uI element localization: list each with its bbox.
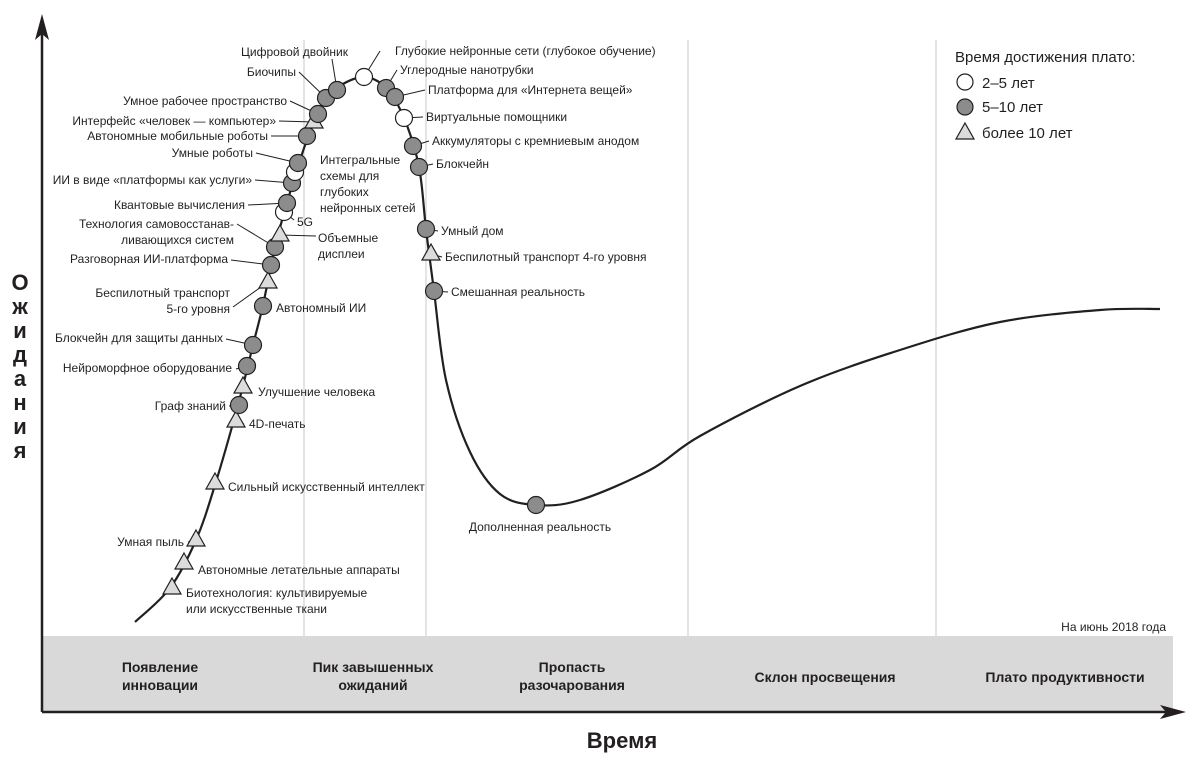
triangle-marker-icon	[257, 270, 279, 289]
gray-circle-marker-icon	[526, 495, 546, 515]
technology-label: Блокчейн	[436, 157, 489, 171]
technology-label: Платформа для «Интернета вещей»	[428, 83, 633, 97]
technology-label: Автономный ИИ	[276, 301, 366, 315]
gray-circle-marker-icon	[253, 296, 273, 316]
technology-label: Умный дом	[441, 224, 504, 238]
phase-label: Пик завышенных ожиданий	[313, 659, 434, 693]
technology-label: Цифровой двойник	[241, 45, 349, 59]
phase-label: Появление инновации	[122, 659, 199, 693]
technology-label: Умное рабочее пространство	[123, 94, 287, 108]
technology-label: Биотехнология: культивируемые или искусст…	[186, 586, 368, 616]
triangle-marker-icon	[185, 528, 207, 547]
gray-circle-marker-icon	[288, 153, 308, 173]
triangle-marker-icon	[232, 375, 254, 394]
technology-label: Объемные дисплеи	[318, 231, 378, 261]
gray-circle-marker-icon	[229, 395, 249, 415]
technology-label: Глубокие нейронные сети (глубокое обучен…	[395, 44, 656, 58]
phase-labels: Появление инновации Пик завышенных ожиданий…	[122, 659, 1145, 693]
gray-circle-marker-icon	[409, 157, 429, 177]
technology-label: 4D-печать	[249, 417, 306, 431]
technology-label: Граф знаний	[155, 399, 226, 413]
technology-label: Умная пыль	[117, 535, 184, 549]
technology-label: Улучшение человека	[258, 385, 375, 399]
technology-label: Дополненная реальность	[469, 520, 611, 534]
legend-item: более 10 лет	[982, 125, 1073, 142]
gray-circle-marker-icon	[237, 356, 257, 376]
triangle-marker-icon	[161, 576, 183, 595]
technology-label: Интерфейс «человек — компьютер»	[72, 114, 276, 128]
technology-label: Беспилотный транспорт 4-го уровня	[445, 250, 646, 264]
technology-label: Блокчейн для защиты данных	[55, 331, 223, 345]
phase-label: Склон просвещения	[754, 669, 895, 685]
x-axis-arrow-icon	[1160, 705, 1186, 719]
technology-label: Квантовые вычисления	[114, 198, 245, 212]
triangle-icon	[954, 121, 976, 140]
phase-dividers	[303, 40, 937, 636]
gray-circle-marker-icon	[297, 126, 317, 146]
triangle-marker-icon	[173, 551, 195, 570]
technology-label: Интегральные схемы для глубоких нейронных с…	[320, 153, 416, 215]
gray-circle-icon	[956, 98, 974, 116]
technology-label: ИИ в виде «платформы как услуги»	[53, 173, 253, 187]
gray-circle-marker-icon	[424, 281, 444, 301]
technology-label: Аккумуляторы с кремниевым анодом	[432, 134, 639, 148]
triangle-marker-icon	[269, 223, 291, 242]
technology-label: Виртуальные помощники	[426, 110, 567, 124]
phase-label: Пропасть разочарования	[519, 659, 625, 693]
technology-label: Углеродные нанотрубки	[400, 63, 534, 77]
technology-label: Умные роботы	[172, 146, 253, 160]
technology-label: Сильный искусственный интеллект	[228, 480, 425, 494]
white-circle-icon	[956, 73, 974, 91]
legend-title: Время достижения плато:	[955, 49, 1136, 66]
technology-label: Биочипы	[247, 65, 296, 79]
y-axis-arrow-icon	[35, 14, 49, 40]
technology-label: Беспилотный транспорт 5-го уровня	[95, 286, 230, 316]
legend-item: 5–10 лет	[982, 99, 1043, 116]
technology-label: 5G	[297, 215, 313, 229]
technology-label: Нейроморфное оборудование	[63, 361, 232, 375]
technology-labels: Биотехнология: культивируемые или искусст…	[53, 44, 656, 616]
technology-label: Технология самовосстанав-ливающихся сист…	[79, 217, 234, 247]
gray-circle-marker-icon	[261, 255, 281, 275]
phase-label: Плато продуктивности	[985, 669, 1144, 685]
technology-label: Автономные мобильные роботы	[87, 129, 268, 143]
gray-circle-marker-icon	[385, 87, 405, 107]
x-axis-label: Время	[587, 728, 657, 753]
triangle-marker-icon	[204, 471, 226, 490]
white-circle-marker-icon	[354, 67, 374, 87]
white-circle-marker-icon	[394, 108, 414, 128]
legend: Время достижения плато: 2–5 лет 5–10 лет…	[954, 49, 1136, 142]
technology-label: Автономные летательные аппараты	[198, 563, 400, 577]
gray-circle-marker-icon	[327, 80, 347, 100]
gray-circle-marker-icon	[403, 136, 423, 156]
technology-markers	[161, 67, 546, 595]
gray-circle-marker-icon	[243, 335, 263, 355]
phase-band	[43, 636, 1173, 712]
gray-circle-marker-icon	[277, 193, 297, 213]
gray-circle-marker-icon	[416, 219, 436, 239]
as-of-date: На июнь 2018 года	[1061, 620, 1166, 634]
hype-curve	[134, 75, 1161, 623]
gray-circle-marker-icon	[308, 104, 328, 124]
technology-label: Смешанная реальность	[451, 285, 585, 299]
triangle-marker-icon	[225, 409, 247, 428]
technology-label: Разговорная ИИ-платформа	[70, 252, 228, 266]
legend-item: 2–5 лет	[982, 75, 1035, 92]
triangle-marker-icon	[420, 242, 442, 261]
